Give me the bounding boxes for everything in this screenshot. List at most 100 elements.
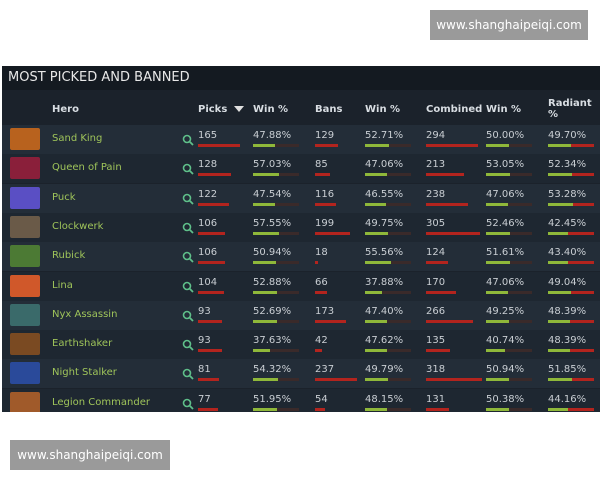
percent-bar bbox=[548, 261, 568, 265]
count-bar bbox=[426, 261, 448, 265]
hero-name[interactable]: Night Stalker bbox=[52, 367, 117, 379]
track bbox=[365, 349, 411, 353]
count-bar bbox=[198, 407, 218, 411]
table-cell: 48.39% bbox=[548, 305, 587, 317]
count-bar bbox=[426, 231, 480, 235]
track bbox=[548, 319, 594, 323]
count-bar bbox=[198, 349, 222, 353]
hero-name[interactable]: Nyx Assassin bbox=[52, 308, 118, 320]
percent-bar bbox=[253, 144, 276, 147]
table-cell: 53.05% bbox=[486, 159, 525, 171]
table-cell: 42.45% bbox=[548, 217, 587, 229]
percent-bar bbox=[365, 378, 388, 382]
column-header[interactable]: Win % bbox=[365, 104, 401, 115]
track bbox=[486, 349, 532, 353]
hero-icon bbox=[10, 186, 40, 209]
percent-bar bbox=[253, 202, 275, 206]
table-row[interactable]: Earthshaker 93 37.63% 42 47.62% 135 40.74% 48.3… bbox=[2, 330, 600, 360]
hero-icon bbox=[10, 303, 40, 326]
search-icon[interactable] bbox=[182, 398, 194, 410]
hero-name[interactable]: Legion Commander bbox=[52, 396, 150, 408]
percent-bar bbox=[548, 173, 573, 177]
table-row[interactable]: Night Stalker 81 54.32% 237 49.79% 318 50.94% 5… bbox=[2, 359, 600, 389]
track bbox=[486, 290, 532, 294]
table-cell: 135 bbox=[426, 335, 446, 347]
table-cell: 51.85% bbox=[548, 364, 587, 376]
search-icon[interactable] bbox=[182, 222, 194, 234]
hero-icon bbox=[10, 215, 40, 238]
table-cell: 294 bbox=[426, 130, 446, 141]
table-row[interactable]: Nyx Assassin 93 52.69% 173 47.40% 266 49.25% 48… bbox=[2, 300, 600, 330]
hero-name[interactable]: Earthshaker bbox=[52, 338, 113, 350]
search-icon[interactable] bbox=[182, 310, 194, 322]
count-bar bbox=[315, 290, 327, 294]
track bbox=[365, 407, 411, 411]
search-icon[interactable] bbox=[182, 251, 194, 263]
search-icon[interactable] bbox=[182, 339, 194, 351]
hero-icon bbox=[10, 274, 40, 297]
hero-name[interactable]: Rubick bbox=[52, 250, 86, 262]
count-bar bbox=[198, 290, 225, 294]
table-cell: 165 bbox=[198, 130, 218, 141]
percent-bar bbox=[548, 202, 573, 206]
search-icon[interactable] bbox=[182, 134, 194, 146]
table-cell: 57.03% bbox=[253, 159, 292, 171]
table-cell: 49.25% bbox=[486, 305, 525, 317]
search-icon[interactable] bbox=[182, 281, 194, 293]
table-row[interactable]: Queen of Pain 128 57.03% 85 47.06% 213 53.05% 5… bbox=[2, 154, 600, 184]
table-cell: 131 bbox=[426, 393, 446, 405]
table-cell: 52.46% bbox=[486, 217, 525, 229]
table-cell: 47.62% bbox=[365, 335, 404, 347]
table-row[interactable]: Clockwerk 106 57.55% 199 49.75% 305 52.46% 42.4… bbox=[2, 212, 600, 242]
table-cell: 116 bbox=[315, 188, 335, 200]
percent-bar bbox=[253, 261, 277, 265]
column-header[interactable]: Win % bbox=[486, 104, 522, 115]
column-header[interactable]: Picks bbox=[198, 104, 228, 115]
search-icon[interactable] bbox=[182, 163, 194, 175]
percent-bar bbox=[486, 378, 510, 382]
table-cell: 52.69% bbox=[253, 305, 292, 317]
table-cell: 49.75% bbox=[365, 217, 404, 229]
count-bar bbox=[426, 202, 468, 206]
percent-bar bbox=[365, 349, 387, 353]
percent-bar bbox=[486, 231, 511, 235]
hero-name[interactable]: Lina bbox=[52, 279, 73, 291]
search-icon[interactable] bbox=[182, 193, 194, 205]
search-icon[interactable] bbox=[182, 368, 194, 381]
percent-bar bbox=[365, 231, 388, 235]
count-bar bbox=[315, 261, 319, 265]
column-header[interactable]: Combined bbox=[426, 104, 483, 115]
count-bar bbox=[426, 378, 482, 382]
hero-icon bbox=[10, 157, 40, 180]
column-header[interactable]: Radiant % bbox=[548, 98, 592, 120]
column-header[interactable]: Bans bbox=[315, 104, 343, 115]
count-bar bbox=[426, 407, 450, 411]
table-cell: 199 bbox=[315, 217, 335, 229]
table-cell: 48.15% bbox=[365, 393, 404, 405]
count-bar bbox=[426, 173, 464, 177]
watermark: www.shanghaipeiqi.com bbox=[10, 440, 170, 470]
hero-icon bbox=[10, 245, 40, 268]
track bbox=[253, 202, 299, 206]
table-cell: 55.56% bbox=[365, 247, 404, 259]
count-bar bbox=[198, 173, 231, 177]
table-cell: 77 bbox=[198, 393, 211, 405]
hero-name[interactable]: Queen of Pain bbox=[52, 162, 122, 174]
table-cell: 49.70% bbox=[548, 130, 587, 141]
table-row[interactable]: Sand King 165 47.88% 129 52.71% 294 50.00% 49.7… bbox=[2, 125, 600, 154]
column-header[interactable]: Win % bbox=[253, 104, 289, 115]
table-row[interactable]: Rubick 106 50.94% 18 55.56% 124 51.61% 43.40% bbox=[2, 242, 600, 272]
table-cell: 57.55% bbox=[253, 217, 292, 229]
percent-bar bbox=[486, 261, 510, 265]
hero-name[interactable]: Sand King bbox=[52, 133, 103, 144]
table-row[interactable]: Puck 122 47.54% 116 46.55% 238 47.06% 53.28% bbox=[2, 183, 600, 213]
percent-bar bbox=[365, 144, 390, 147]
stats-panel: MOST PICKED AND BANNED Hero Picks Win % Ban… bbox=[2, 66, 600, 412]
percent-bar bbox=[253, 319, 278, 323]
table-row[interactable]: Lina 104 52.88% 66 37.88% 170 47.06% 49.04% bbox=[2, 271, 600, 301]
hero-name[interactable]: Puck bbox=[52, 191, 76, 203]
table-cell: 54.32% bbox=[253, 364, 292, 376]
track bbox=[253, 144, 299, 147]
hero-name[interactable]: Clockwerk bbox=[52, 220, 104, 232]
table-row[interactable]: Legion Commander 77 51.95% 54 48.15% 131 50.38… bbox=[2, 388, 600, 412]
